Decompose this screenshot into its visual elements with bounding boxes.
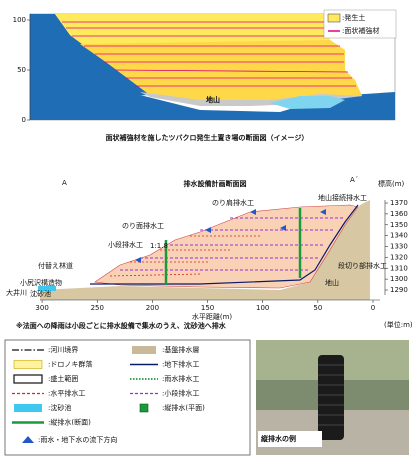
y-tick-label: 1340 <box>390 232 408 240</box>
diagram-label: 大井川 <box>6 288 27 297</box>
diagram-label: 沈砂池 <box>30 289 51 298</box>
legend-label: :縦排水(断面) <box>48 418 91 427</box>
legend-label: :ドロノキ群落 <box>48 360 92 369</box>
x-tick-label: 50 <box>313 304 322 312</box>
y-tick-label: 100 <box>13 16 26 24</box>
legend-label: :水平排水工 <box>48 389 85 398</box>
sym-flow-arrow <box>22 436 34 443</box>
legend-label: :沈砂池 <box>48 403 71 412</box>
diagram-label: 付替え林道 <box>38 261 73 270</box>
legend-label: :盛土範囲 <box>48 374 78 383</box>
title: 排水設備計画断面図 <box>184 179 247 188</box>
diagram-label: 地山接続排水工 <box>318 193 367 202</box>
flow-arrows <box>135 209 326 263</box>
sym-base-drain-layer <box>132 346 156 354</box>
section-end: A´ <box>350 176 358 184</box>
caption: 面状補強材を施したツバクロ発生土置き場の断面図（イメージ） <box>106 133 309 142</box>
settling-pond <box>38 286 56 291</box>
y-tick-label: 1370 <box>390 199 408 207</box>
x-tick-label: 0 <box>371 304 375 312</box>
y-tick-label: 1330 <box>390 243 408 251</box>
diagram-label: 段切り部排水工 <box>338 261 387 270</box>
sym-tree-community <box>13 360 43 369</box>
diagram-label: 地山 <box>325 278 339 287</box>
sym-fill-range <box>13 374 43 384</box>
legend-label: :基盤排水層 <box>162 345 199 354</box>
pond <box>270 96 345 109</box>
note: ※法面への降雨は小段ごとに排水設備で集水のうえ、沈砂池へ排水 <box>16 321 227 330</box>
diagram-label: 小段排水工 <box>108 240 143 249</box>
photo-caption: 縦排水の例 <box>261 434 296 443</box>
y-tick-label: 1360 <box>390 210 408 218</box>
y-tick-label: 0 <box>22 116 26 124</box>
ground-label: 地山 <box>206 95 220 104</box>
y-tick-label: 1350 <box>390 221 408 229</box>
diagram-label: のり面排水工 <box>122 221 164 230</box>
y-tick-label: 1320 <box>390 253 408 261</box>
section-start: A <box>62 179 67 187</box>
x-axis-label: 水平距離(m) <box>192 312 233 321</box>
photo-pipe <box>318 355 344 440</box>
y-tick-label: 50 <box>17 66 26 74</box>
sym-settling-pond <box>14 404 42 412</box>
underground-drain <box>90 204 359 285</box>
sym-vertical-drain-plan <box>139 403 149 413</box>
reinforcement-lines <box>62 21 356 87</box>
legend-label: :地下排水工 <box>162 360 199 369</box>
x-tick-label: 200 <box>146 304 159 312</box>
legend-label: :小段排水工 <box>162 389 199 398</box>
diagram-label: 1:1.8 <box>150 242 168 250</box>
x-tick-label: 100 <box>256 304 269 312</box>
photo-pipe-ribs <box>318 364 344 426</box>
x-tick-label: 150 <box>201 304 214 312</box>
legend-label: :河川境界 <box>48 345 78 354</box>
y-tick-label: 1310 <box>390 264 408 272</box>
y-tick-label: 1290 <box>390 286 408 294</box>
diagram-label: 小尻沢構造物 <box>20 278 62 287</box>
ground-slope <box>30 14 150 96</box>
fill-soil-lower <box>80 40 362 104</box>
photo-caption-bg <box>258 431 322 447</box>
legend-box <box>4 339 251 456</box>
berm-drains <box>120 217 345 271</box>
unit-note: (単位:m) <box>384 320 413 329</box>
y-axis-label: 標高(m) <box>378 179 405 188</box>
legend-label: :雨水排水工 <box>162 374 199 383</box>
x-tick-label: 250 <box>91 304 104 312</box>
legend-label: :発生土 <box>342 13 365 22</box>
y-tick-label: 1300 <box>390 275 408 283</box>
x-tick-label: 300 <box>35 304 48 312</box>
legend-label: :縦排水(平面) <box>162 403 205 412</box>
legend-label: :雨水・地下水の流下方向 <box>38 435 117 444</box>
horizontal-drains <box>109 235 260 277</box>
diagram-label: のり肩排水工 <box>212 198 254 207</box>
legend-label: :面状補強材 <box>342 26 379 35</box>
bedrock <box>40 200 370 300</box>
legend-swatch-soil <box>327 13 341 23</box>
